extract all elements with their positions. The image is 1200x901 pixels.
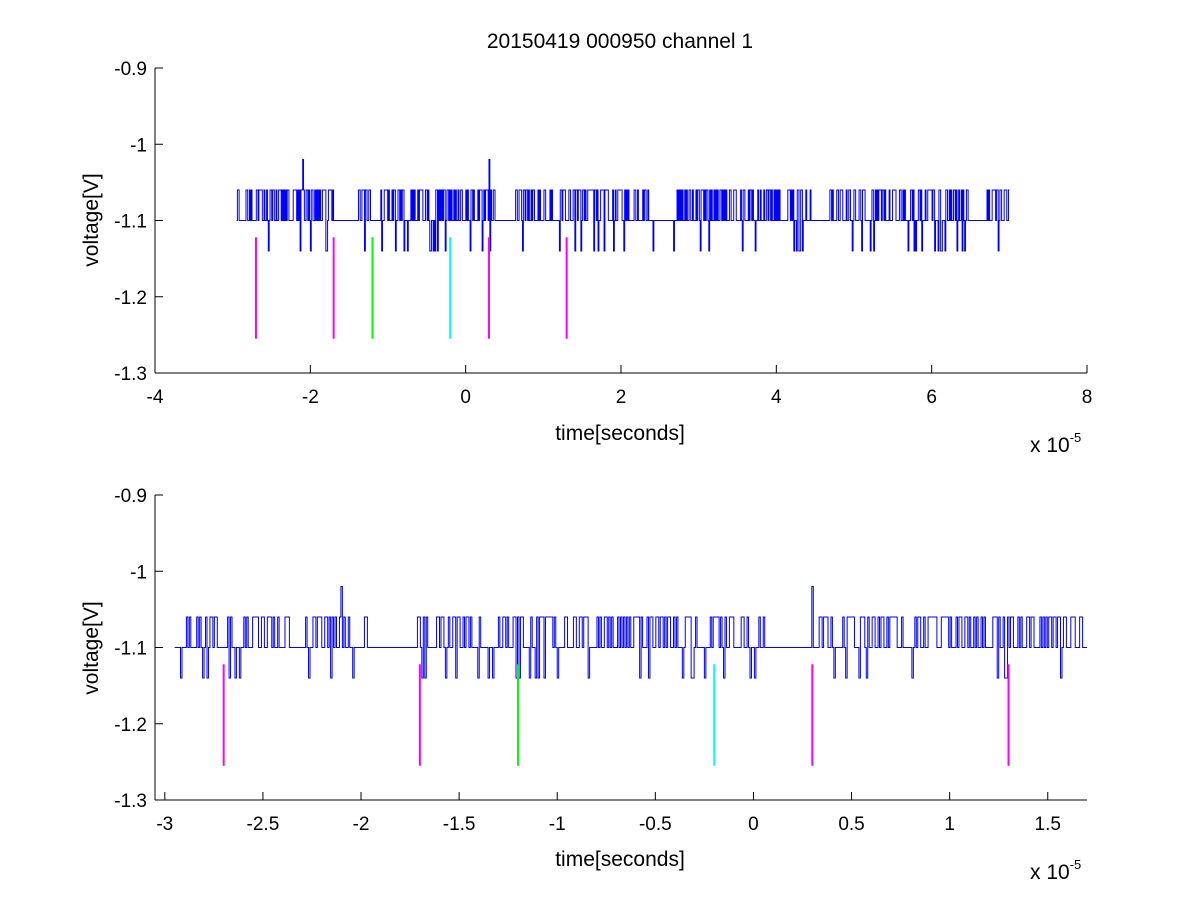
x-tick-label: -2 [353, 814, 370, 835]
y-tick-label: -1.1 [114, 212, 147, 233]
y-tick-label: -1 [130, 135, 147, 156]
x-tick-label: -3 [156, 814, 173, 835]
y-tick-label: -1.3 [114, 791, 147, 812]
x-tick-label: 1.5 [1035, 814, 1061, 835]
y-tick-label: -0.9 [114, 59, 147, 80]
top-x-axis-label: time[seconds] [555, 422, 685, 445]
x-tick-label: -1.5 [443, 814, 476, 835]
x-tick-label: -0.5 [639, 814, 672, 835]
x-tick-label: -2.5 [247, 814, 280, 835]
top-ticks: -4 -2 0 2 4 6 8 -0.9 -1 -1.1 -1.2 -1.3 [114, 59, 1092, 408]
x-tick-label: -4 [147, 387, 164, 408]
y-tick-label: -0.9 [114, 486, 147, 507]
top-plot-area [236, 159, 1010, 339]
signal-line [174, 586, 1087, 679]
x-tick-label: 8 [1082, 387, 1093, 408]
y-tick-label: -1.2 [114, 715, 147, 736]
x-tick-label: 2 [616, 387, 627, 408]
bottom-subplot: -3 -2.5 -2 -1.5 -1 -0.5 0 0.5 1 1.5 -0.9 -1 -1.1 -1.2… [80, 486, 1087, 884]
x-tick-label: 1 [944, 814, 955, 835]
x-tick-label: 4 [771, 387, 782, 408]
x-tick-label: 0 [748, 814, 759, 835]
top-subplot: -4 -2 0 2 4 6 8 -0.9 -1 -1.1 -1.2 -1.3 time[seconds… [80, 59, 1092, 457]
x-tick-label: 6 [926, 387, 937, 408]
bottom-plot-area [174, 586, 1087, 766]
bottom-x-multiplier-base: x 10 [1030, 861, 1070, 884]
top-x-multiplier-exponent: -5 [1070, 430, 1082, 445]
y-tick-label: -1.1 [114, 639, 147, 660]
bottom-ticks: -3 -2.5 -2 -1.5 -1 -0.5 0 0.5 1 1.5 -0.9 -1 -1.1 -1.2… [114, 486, 1061, 835]
figure-title: 20150419 000950 channel 1 [487, 30, 753, 53]
y-tick-label: -1.3 [114, 364, 147, 385]
top-x-multiplier-base: x 10 [1030, 434, 1070, 457]
x-tick-label: 0.5 [838, 814, 864, 835]
y-tick-label: -1.2 [114, 288, 147, 309]
x-tick-label: -2 [302, 387, 319, 408]
x-tick-label: -1 [549, 814, 566, 835]
top-x-multiplier: x 10-5 [1030, 430, 1081, 457]
top-y-axis-label: voltage[V] [80, 173, 103, 266]
bottom-x-axis-label: time[seconds] [555, 848, 685, 871]
y-tick-label: -1 [130, 562, 147, 583]
bottom-y-axis-label: voltage[V] [80, 601, 103, 694]
signal-line [236, 159, 1010, 252]
bottom-x-multiplier-exponent: -5 [1070, 857, 1082, 872]
bottom-x-multiplier: x 10-5 [1030, 857, 1081, 884]
x-tick-label: 0 [460, 387, 471, 408]
